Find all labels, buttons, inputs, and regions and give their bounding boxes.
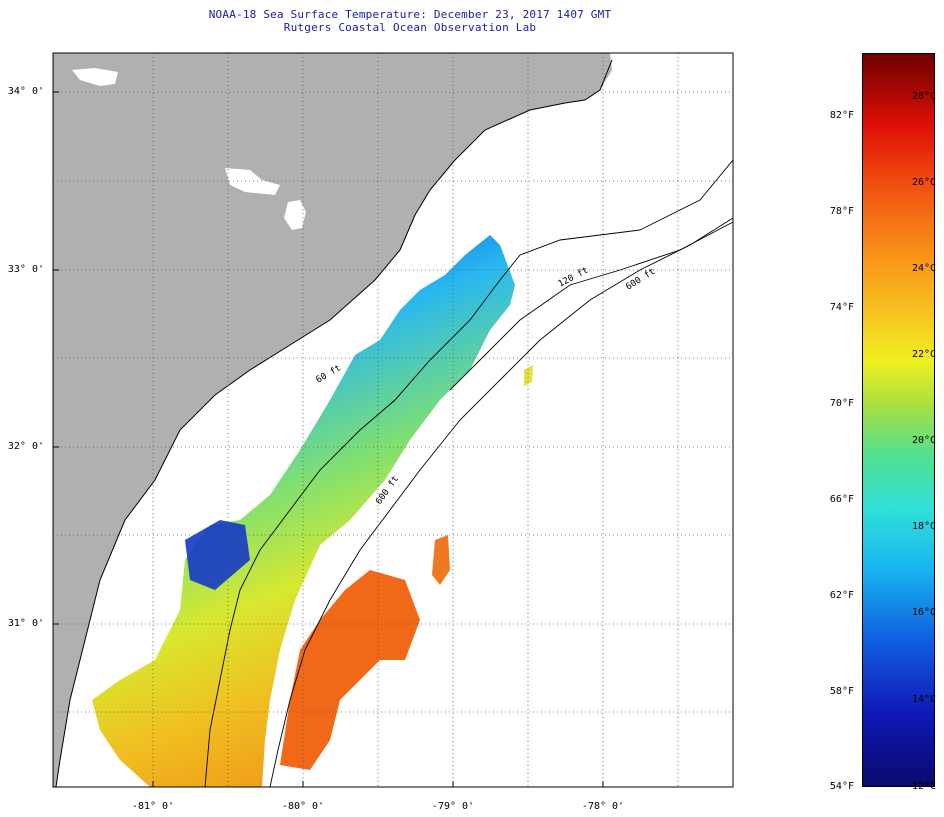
lon-label: -79° 0' [431,801,475,812]
colorbar-label-f: 78°F [829,206,854,217]
axis-ticks [53,91,604,787]
colorbar-label-f: 54°F [829,781,854,792]
sst-swath [92,235,515,787]
cloud-patch [284,200,306,230]
lat-label: 33° 0' [7,264,44,275]
isobath-label: 120 ft [557,266,590,290]
coastline [55,59,613,787]
lat-label: 34° 0' [7,86,44,97]
lat-label: 31° 0' [7,618,44,629]
colorbar-label-c: 14°C [912,694,937,705]
colorbar-label-c: 26°C [912,177,937,188]
cloud-patch [72,68,118,86]
sst-cold-patch [185,520,250,590]
graticule [53,53,733,787]
colorbar-label-f: 62°F [829,590,854,601]
land-mass [53,53,612,787]
sst-warm-patch [280,570,420,770]
lon-label: -78° 0' [581,801,625,812]
cloud-patch [225,168,280,195]
colorbar-label-c: 22°C [912,349,937,360]
isobath-label: 600 ft [624,267,657,293]
lat-label: 32° 0' [7,441,44,452]
lon-label: -81° 0' [131,801,175,812]
colorbar-label-f: 58°F [829,686,854,697]
map-frame [52,52,734,788]
lon-label: -80° 0' [281,801,325,812]
colorbar-label-f: 82°F [829,110,854,121]
isobath-60ft [204,159,733,787]
isobath-label: 60 ft [315,363,343,385]
colorbar-label-c: 16°C [912,607,937,618]
colorbar-label-c: 18°C [912,521,937,532]
map-title: NOAA-18 Sea Surface Temperature: Decembe… [208,8,612,21]
colorbar-label-f: 74°F [829,302,854,313]
colorbar-label-f: 70°F [829,398,854,409]
colorbar-label-c: 28°C [912,91,937,102]
temperature-colorbar [862,53,935,787]
colorbar-label-f: 66°F [829,494,854,505]
colorbar-label-c: 24°C [912,263,937,274]
colorbar-label-c: 20°C [912,435,937,446]
sst-warm-patch [524,365,533,386]
map-subtitle: Rutgers Coastal Ocean Observation Lab [283,21,537,34]
sst-warm-patch [432,535,450,585]
colorbar-label-c: 12°C [912,781,937,792]
isobath-600ft [269,217,733,787]
